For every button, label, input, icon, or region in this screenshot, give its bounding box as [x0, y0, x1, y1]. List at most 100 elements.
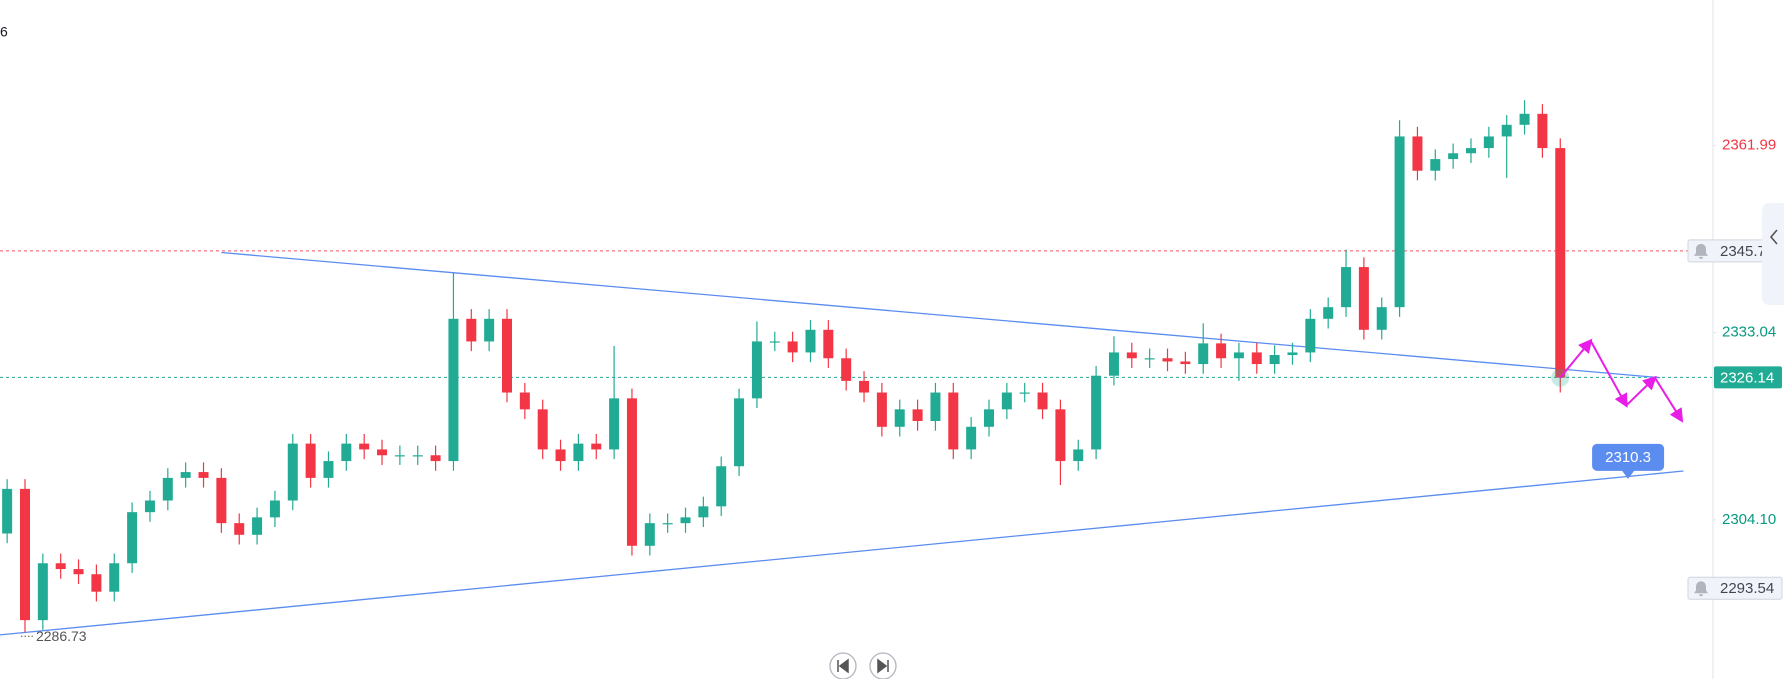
alert-price-label: 2345.71 [1720, 243, 1774, 260]
y-tick-label: 2361.99 [1722, 137, 1776, 154]
candle-body [1394, 136, 1405, 308]
candle-body [1305, 318, 1316, 353]
candle-body [1108, 352, 1119, 376]
candle-body [1091, 375, 1102, 450]
candle-body [37, 563, 48, 621]
trendline [0, 470, 1684, 636]
candle-body [948, 392, 959, 450]
candle-body [1501, 124, 1512, 137]
candle-body [859, 380, 870, 393]
candle-body [1466, 148, 1476, 154]
projection-arrow [1654, 377, 1684, 423]
candle-body [912, 409, 923, 421]
candle-body [1358, 267, 1369, 330]
candle-body [2, 488, 13, 534]
legend-text: 6 [0, 24, 8, 40]
candle-body [109, 563, 120, 592]
candle-body [1037, 392, 1048, 410]
candle-body [1216, 343, 1227, 359]
candle-body [1448, 153, 1459, 160]
candle-body [377, 449, 388, 456]
candle-body [1376, 307, 1387, 330]
alert-tag [1687, 576, 1783, 600]
low-marker-label: 2286.73 [36, 628, 87, 644]
y-tick-label: 2333.04 [1722, 324, 1776, 341]
candle-body [966, 426, 977, 450]
candle-body [144, 500, 155, 513]
projection-arrow [1625, 375, 1657, 407]
candle-body [1483, 136, 1494, 149]
collapse-tab[interactable] [1762, 203, 1784, 305]
candle-body [573, 443, 584, 462]
candle-body [448, 318, 459, 462]
candle-body [662, 523, 673, 525]
candle-body [394, 455, 405, 457]
candle-body [484, 318, 495, 342]
candle-body [1019, 392, 1030, 394]
candle-body [162, 477, 173, 501]
candle-body [1126, 352, 1137, 359]
candle-body [823, 329, 834, 359]
candle-body [1251, 352, 1262, 365]
alert-bell-icon [1694, 243, 1708, 259]
replay-forward-button[interactable] [869, 652, 897, 679]
candle-body [698, 506, 709, 518]
candle-body [466, 318, 477, 342]
candle-body [216, 477, 227, 524]
candle-body [1269, 355, 1280, 365]
candle-body [1001, 392, 1012, 410]
candle-body [198, 472, 209, 478]
candle-body [644, 523, 655, 546]
candle-body [323, 461, 334, 478]
alert-bell-icon [1694, 581, 1708, 597]
candle-body [1555, 148, 1566, 378]
candle-body [1180, 361, 1191, 365]
candle-body [1537, 113, 1548, 149]
projection-arrow [1589, 340, 1628, 408]
collapse-tab-bg[interactable] [1762, 203, 1784, 305]
candle-body [805, 329, 816, 353]
candle-body [127, 512, 138, 564]
candle-body [252, 517, 263, 535]
candle-body [537, 409, 548, 450]
candle-body [180, 472, 191, 478]
candle-body [716, 466, 727, 507]
candle-body [609, 398, 620, 450]
candle-body [876, 392, 887, 427]
candle-body [234, 523, 245, 535]
replay-back-button[interactable] [829, 652, 857, 679]
candle-body [341, 443, 352, 462]
candle-body [1198, 343, 1209, 365]
callout-label: 2310.3 [1605, 449, 1651, 466]
candle-body [1412, 136, 1423, 171]
candle-body [894, 409, 905, 427]
projection-arrow [1559, 338, 1593, 379]
candle-body [1323, 307, 1334, 319]
candle-body [1341, 267, 1352, 308]
callout-bubble [1592, 443, 1665, 479]
candle-body [751, 341, 762, 399]
candle-body [1287, 352, 1298, 356]
candle-body [680, 517, 691, 524]
candle-body [519, 392, 530, 410]
candle-body [1162, 358, 1173, 362]
button-icon[interactable] [837, 658, 849, 674]
candle-body [359, 443, 370, 450]
candle-body [55, 563, 66, 570]
last-price-tag [1714, 366, 1782, 389]
candle-body [591, 443, 602, 450]
candle-body [1430, 159, 1441, 171]
candle-body [769, 341, 780, 343]
candle-body [1144, 358, 1155, 360]
candle-body [19, 488, 30, 621]
button-icon[interactable] [877, 658, 889, 674]
candle-body [305, 443, 316, 478]
collapse-icon[interactable] [1769, 229, 1778, 245]
candle-body [269, 500, 280, 518]
candle-body [626, 398, 637, 546]
candle-body [841, 358, 852, 381]
plot-layer: 2310.3 2286.73 2361.99 2333.04 2304.10 2345.7… [0, 100, 1783, 644]
